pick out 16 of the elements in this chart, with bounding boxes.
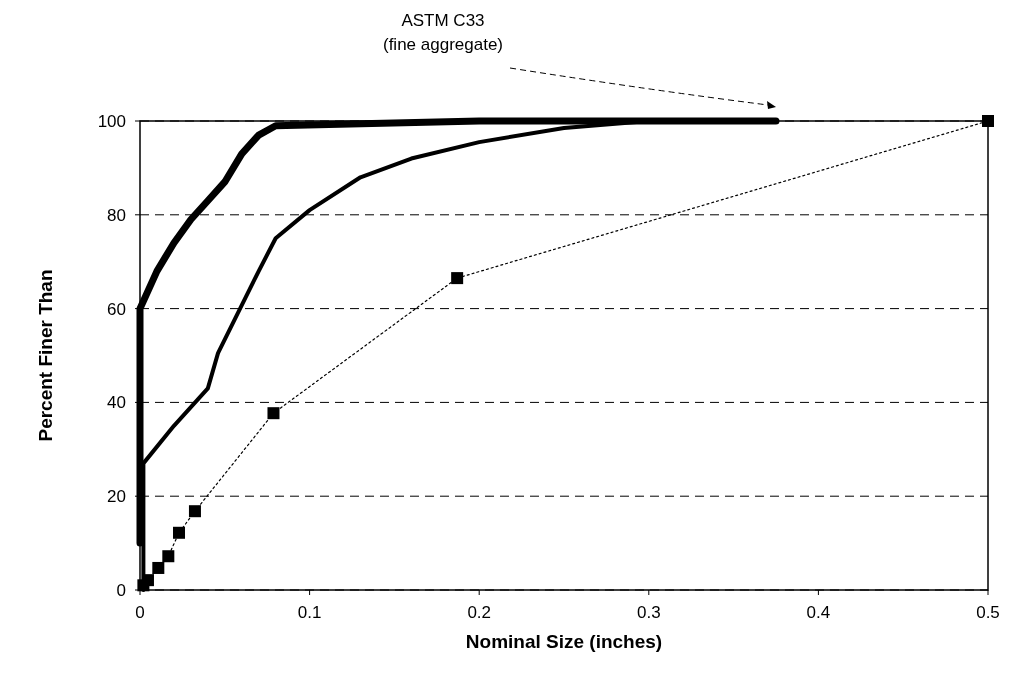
x-tick-label: 0.1 bbox=[297, 603, 322, 622]
text: ASTM C33 bbox=[401, 11, 485, 30]
x-tick-label: 0.4 bbox=[806, 603, 831, 622]
y-tick-label: 100 bbox=[97, 112, 126, 131]
y-axis-title: Percent Finer Than bbox=[35, 269, 56, 442]
y-tick-label: 60 bbox=[107, 299, 126, 319]
x-tick-label: 0.3 bbox=[636, 603, 661, 622]
x-tick-label: 0.5 bbox=[976, 603, 1000, 622]
y-tick-label: 20 bbox=[107, 487, 126, 507]
x-axis-title: Nominal Size (inches) bbox=[465, 631, 663, 652]
x-tick-label: 0.2 bbox=[467, 603, 492, 622]
x-tick-label: 0 bbox=[135, 603, 145, 622]
text: (fine aggregate) bbox=[382, 35, 504, 54]
y-tick-label: 40 bbox=[107, 393, 126, 413]
y-tick-label: 0 bbox=[116, 581, 126, 600]
y-tick-label: 80 bbox=[107, 205, 126, 225]
